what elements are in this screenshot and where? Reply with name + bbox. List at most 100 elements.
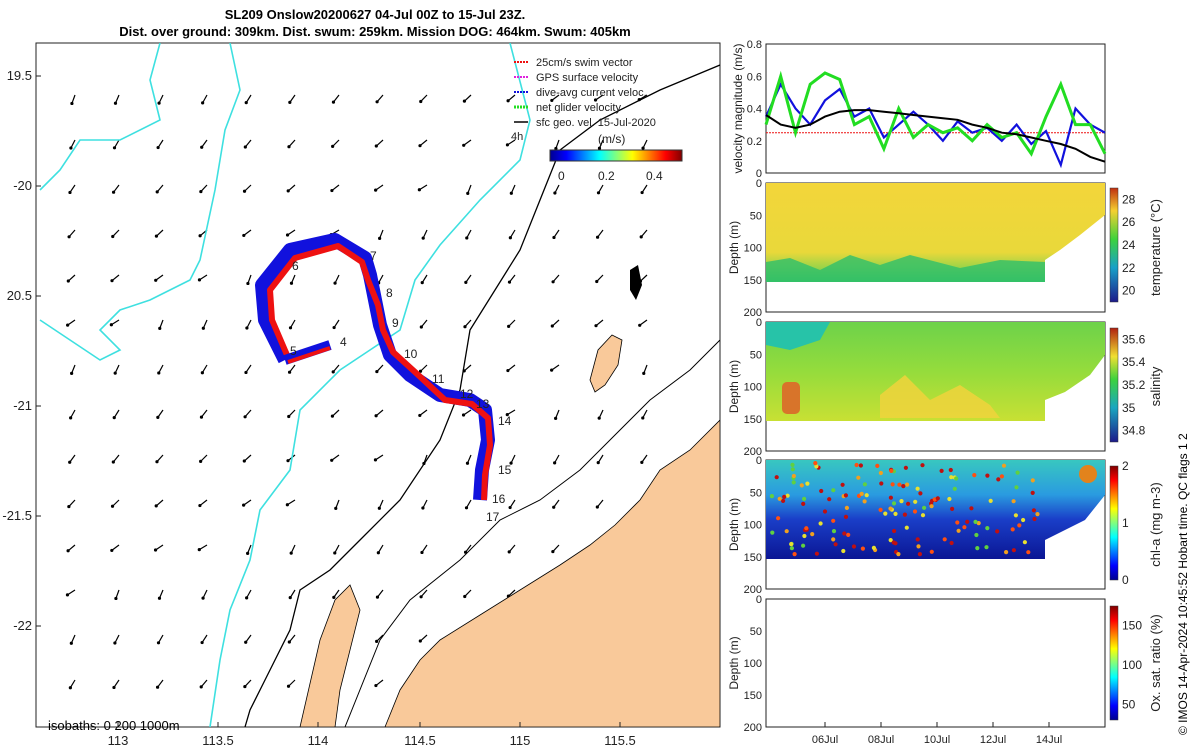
geo-vector-head bbox=[333, 281, 337, 285]
chla-sample-dot bbox=[814, 464, 819, 469]
chla-sample-dot bbox=[871, 545, 877, 551]
chla-sample-dot bbox=[1032, 516, 1037, 522]
geo-vector-head bbox=[418, 639, 422, 643]
geo-vector-head bbox=[418, 144, 422, 148]
chla-sample-dot bbox=[818, 521, 823, 526]
chla-sample-dot bbox=[802, 496, 807, 501]
chla-sample-dot bbox=[916, 544, 921, 549]
geo-vector-head bbox=[421, 506, 425, 510]
credit-line: © IMOS 14-Apr-2024 10:45:52 Hobart time.… bbox=[1176, 433, 1190, 735]
geo-vector-head bbox=[507, 324, 511, 328]
colorbar-tick-label: 35.2 bbox=[1122, 378, 1146, 392]
geo-vector-head bbox=[111, 190, 116, 194]
geo-vector-head bbox=[245, 596, 249, 600]
chla-sample-dot bbox=[913, 499, 918, 504]
geo-vector-head bbox=[155, 685, 160, 689]
chla-sample-dot bbox=[952, 486, 957, 491]
chla-sample-dot bbox=[802, 533, 807, 539]
chla-sample-dot bbox=[939, 468, 944, 473]
chla-sample-dot bbox=[878, 507, 883, 512]
geo-vector-head bbox=[375, 369, 379, 374]
panel-ytick-label: 150 bbox=[744, 275, 762, 287]
geo-vector-head bbox=[67, 235, 71, 239]
geo-vector-head bbox=[154, 234, 159, 238]
mainland-coast bbox=[384, 419, 720, 727]
chla-sample-dot bbox=[892, 528, 897, 534]
chla-sample-dot bbox=[1011, 499, 1016, 504]
day-label: 11 bbox=[432, 372, 445, 386]
geo-vector-head bbox=[66, 549, 70, 553]
geo-vector-head bbox=[507, 280, 512, 284]
geo-vector-head bbox=[462, 143, 466, 147]
date-tick-label: 10Jul bbox=[924, 734, 950, 746]
chla-sample-dot bbox=[1030, 490, 1035, 495]
chla-sample-dot bbox=[897, 482, 902, 487]
geo-vector-head bbox=[421, 236, 425, 240]
chla-sample-dot bbox=[1011, 548, 1017, 553]
velocity-series-black bbox=[765, 109, 1106, 163]
chla-sample-dot bbox=[1013, 513, 1019, 518]
legend-dive: dive-avg current veloc. bbox=[536, 87, 647, 99]
chla-sample-dot bbox=[805, 481, 810, 486]
chla-sample-dot bbox=[791, 473, 797, 479]
geo-vector-head bbox=[333, 551, 337, 555]
legend-4h: 4h bbox=[511, 131, 523, 143]
geo-vector-head bbox=[157, 101, 161, 105]
chla-sample-dot bbox=[810, 532, 815, 537]
chla-sample-dot bbox=[1022, 540, 1027, 545]
chla-sample-dot bbox=[843, 514, 849, 520]
geo-vector-head bbox=[201, 326, 205, 330]
geo-vector-head bbox=[465, 461, 470, 465]
legend-geo: sfc geo. vel. 15-Jul-2020 bbox=[536, 117, 656, 129]
geo-vector-head bbox=[114, 596, 118, 601]
chla-sample-dot bbox=[790, 467, 795, 472]
geo-vector-head bbox=[331, 144, 335, 148]
geo-vector-head bbox=[288, 596, 292, 600]
geo-vector-head bbox=[156, 415, 160, 419]
geo-vector-head bbox=[331, 100, 336, 104]
geo-vector-head bbox=[551, 549, 555, 554]
legend-swim: 25cm/s swim vector bbox=[536, 57, 633, 69]
geo-vector-head bbox=[597, 146, 602, 150]
isobath-1000m-b bbox=[39, 43, 241, 361]
geo-vector-head bbox=[595, 235, 600, 239]
isobaths-label: isobaths: 0 200 1000m bbox=[48, 718, 180, 733]
chla-sample-dot bbox=[915, 486, 920, 491]
day-label: 10 bbox=[404, 347, 418, 361]
chla-sample-dot bbox=[841, 548, 846, 554]
chla-sample-dot bbox=[955, 520, 960, 525]
chla-sample-dot bbox=[1014, 485, 1019, 490]
geo-vector-head bbox=[112, 685, 116, 690]
chla-sample-dot bbox=[781, 498, 786, 503]
geo-vector-head bbox=[111, 460, 115, 464]
map-xtick-label: 114 bbox=[308, 733, 329, 748]
colorbar-tick-label: 150 bbox=[1122, 619, 1142, 633]
geo-vector-head bbox=[199, 459, 203, 463]
colorbar-tick-label: 2 bbox=[1122, 459, 1129, 473]
panel-ytick-label: 0.4 bbox=[747, 104, 762, 116]
title-line-2: Dist. over ground: 309km. Dist. swum: 25… bbox=[119, 24, 631, 39]
map-xtick-label: 114.5 bbox=[404, 733, 436, 748]
chla-sample-dot bbox=[905, 482, 910, 487]
geo-vector-head bbox=[287, 145, 291, 149]
chla-sample-dot bbox=[875, 463, 880, 468]
geo-vector-head bbox=[286, 684, 291, 688]
chla-sample-dot bbox=[920, 463, 925, 468]
panel-ytick-label: 0.6 bbox=[747, 71, 762, 83]
geo-vector-head bbox=[66, 323, 70, 327]
geo-vector-head bbox=[509, 461, 513, 465]
geo-vector-head bbox=[375, 595, 380, 599]
geo-vector-head bbox=[374, 144, 378, 148]
geo-vector-head bbox=[285, 233, 290, 237]
geo-vector-head bbox=[288, 326, 293, 330]
geo-vector-head bbox=[508, 236, 512, 240]
chla-sample-dot bbox=[949, 540, 954, 546]
geo-vector-head bbox=[70, 101, 74, 106]
geo-vector-head bbox=[242, 459, 246, 463]
geo-vector-head bbox=[642, 371, 646, 376]
colorbar-tick-label: 100 bbox=[1122, 658, 1142, 672]
geo-vector-head bbox=[110, 548, 114, 553]
day-label: 16 bbox=[492, 492, 506, 506]
day-label: 9 bbox=[392, 316, 399, 330]
geo-vector-head bbox=[243, 415, 247, 419]
